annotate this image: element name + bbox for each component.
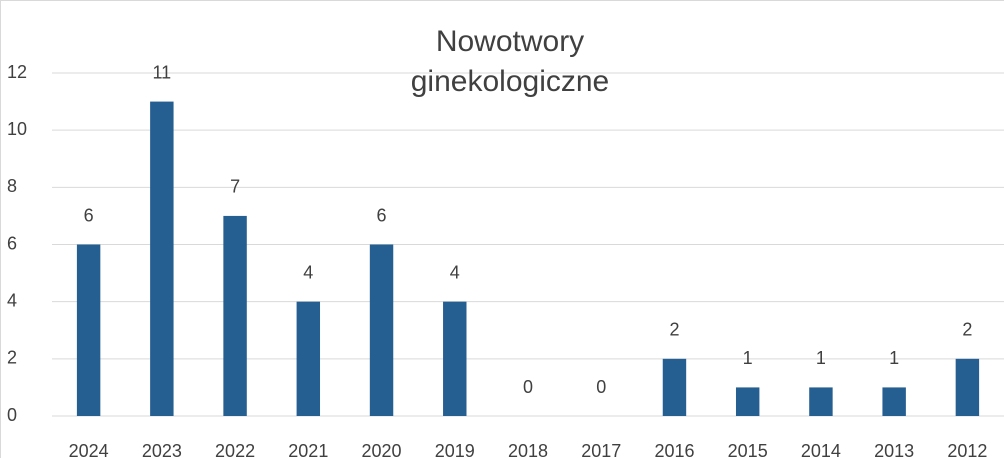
y-tick-label: 4 bbox=[7, 290, 17, 310]
bar bbox=[223, 215, 247, 416]
y-tick-label: 6 bbox=[7, 233, 17, 253]
bar bbox=[76, 244, 101, 416]
bar bbox=[443, 301, 467, 416]
x-tick-label: 2014 bbox=[801, 441, 841, 458]
bar bbox=[662, 358, 687, 416]
bar bbox=[735, 387, 760, 416]
bar bbox=[809, 387, 833, 416]
x-tick-label: 2017 bbox=[581, 441, 621, 458]
data-label: 11 bbox=[153, 62, 172, 82]
data-label: 4 bbox=[303, 262, 313, 282]
data-label: 1 bbox=[743, 348, 753, 368]
x-tick-label: 2020 bbox=[362, 441, 402, 458]
y-tick-label: 0 bbox=[7, 405, 17, 425]
data-label: 2 bbox=[962, 320, 972, 340]
data-label: 0 bbox=[523, 377, 533, 397]
y-tick-label: 12 bbox=[7, 62, 27, 82]
x-tick-label: 2023 bbox=[142, 441, 182, 458]
data-label: 7 bbox=[230, 177, 240, 197]
data-label: 1 bbox=[889, 348, 899, 368]
bar bbox=[955, 358, 980, 416]
x-tick-label: 2013 bbox=[874, 441, 914, 458]
x-tick-label: 2018 bbox=[508, 441, 548, 458]
data-label: 2 bbox=[669, 320, 679, 340]
bar bbox=[369, 244, 394, 416]
x-tick-label: 2015 bbox=[728, 441, 768, 458]
y-tick-label: 10 bbox=[7, 119, 27, 139]
x-tick-label: 2021 bbox=[288, 441, 328, 458]
x-tick-label: 2019 bbox=[435, 441, 475, 458]
bar bbox=[150, 101, 174, 416]
bar bbox=[882, 387, 906, 416]
x-tick-label: 2016 bbox=[654, 441, 694, 458]
data-label: 0 bbox=[596, 377, 606, 397]
y-tick-label: 2 bbox=[7, 348, 17, 368]
chart-title: Nowotwory ginekologiczne bbox=[410, 25, 610, 98]
data-label: 6 bbox=[84, 205, 94, 225]
bar bbox=[296, 301, 321, 416]
x-tick-label: 2012 bbox=[947, 441, 987, 458]
x-tick-label: 2024 bbox=[69, 441, 109, 458]
data-label: 1 bbox=[816, 348, 826, 368]
y-tick-label: 8 bbox=[7, 176, 17, 196]
x-tick-label: 2022 bbox=[215, 441, 255, 458]
data-label: 4 bbox=[450, 262, 460, 282]
data-label: 6 bbox=[377, 205, 387, 225]
